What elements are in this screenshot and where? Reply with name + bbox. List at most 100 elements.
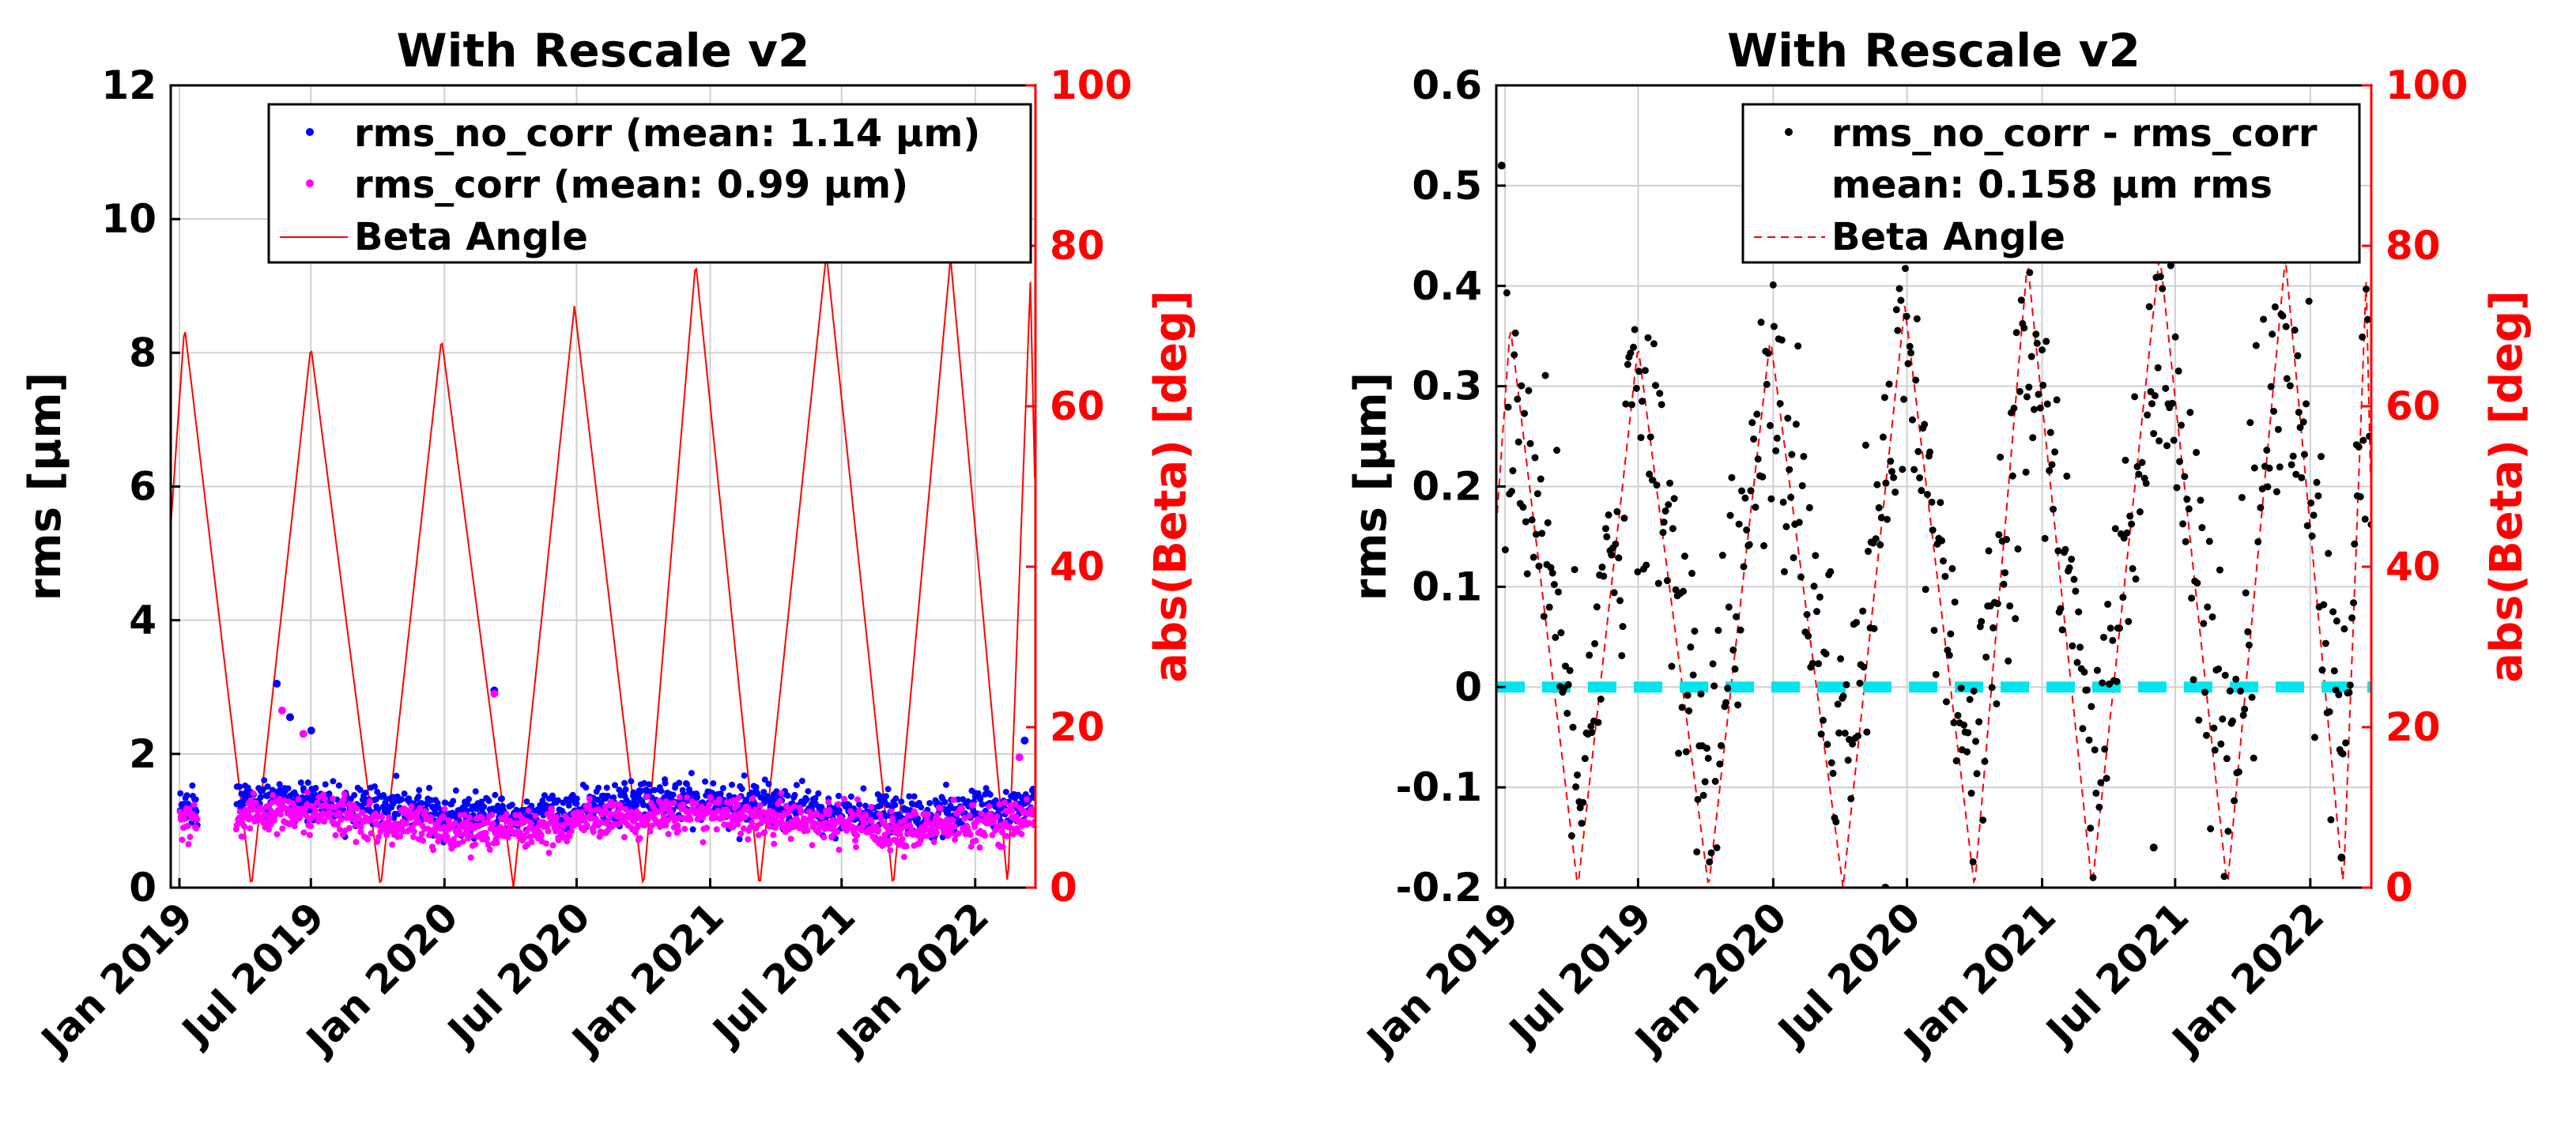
dot-rms-diff [1714, 627, 1722, 635]
dot-rms-diff [1538, 530, 1546, 537]
dot-rms-diff [2174, 367, 2182, 375]
dot-rms-no-corr [236, 783, 243, 790]
dot-rms-corr [809, 842, 816, 849]
dot-rms-no-corr [628, 778, 635, 785]
dot-rms-diff [1547, 564, 1555, 571]
dot-rms-diff [1873, 481, 1881, 488]
dot-rms-diff [1988, 684, 1996, 692]
dot-rms-corr [886, 837, 893, 844]
dot-rms-diff [2000, 580, 2008, 588]
dot-rms-diff [1691, 627, 1699, 635]
dot-rms-diff [1656, 390, 1664, 398]
dot-rms-diff [2221, 671, 2229, 679]
dot-rms-corr [856, 807, 863, 814]
dot-rms-corr [186, 805, 193, 813]
dot-rms-no-corr [362, 789, 369, 796]
dot-rms-no-corr [183, 792, 190, 799]
dot-rms-diff [2133, 462, 2141, 470]
dot-rms-diff [1724, 685, 1732, 692]
dot-rms-diff [1525, 387, 1533, 394]
dot-rms-diff [1678, 703, 1686, 711]
dot-rms-diff [1972, 737, 1980, 745]
legend-marker-corr [306, 179, 314, 187]
dot-rms-diff [2207, 825, 2215, 833]
dot-rms-no-corr [472, 788, 479, 795]
dot-rms-no-corr [983, 785, 990, 792]
y-right-tick-label: 80 [1050, 223, 1105, 269]
dot-rms-diff [1680, 553, 1688, 560]
dot-rms-diff [2162, 384, 2170, 392]
dot-rms-diff [2325, 708, 2333, 716]
dot-rms-no-corr [485, 798, 492, 805]
dot-rms-diff [2168, 399, 2176, 407]
dot-rms-no-corr [791, 791, 798, 798]
dot-rms-corr [193, 824, 200, 832]
dot-rms-corr [1023, 796, 1030, 803]
dot-rms-diff [2091, 746, 2099, 754]
dot-rms-corr [250, 790, 257, 797]
dot-rms-diff [2100, 633, 2108, 641]
dot-rms-diff [2366, 432, 2371, 440]
dot-rms-diff [1788, 451, 1796, 458]
dot-rms-diff [2076, 643, 2084, 651]
dot-rms-diff [1860, 663, 1868, 671]
dot-rms-diff [2182, 537, 2189, 545]
dot-rms-diff [1837, 655, 1845, 663]
dot-rms-corr [271, 817, 278, 824]
dot-rms-corr [707, 794, 714, 801]
dot-rms-no-corr [892, 801, 899, 809]
dot-rms-diff [2188, 594, 2196, 602]
dot-rms-diff [1817, 730, 1825, 738]
dot-rms-diff [1970, 687, 1978, 695]
dot-rms-diff [2046, 428, 2054, 436]
dot-rms-diff [2292, 470, 2300, 478]
dot-rms-diff [2069, 642, 2076, 650]
dot-rms-diff [1938, 537, 1946, 545]
dot-rms-diff [1979, 817, 1987, 824]
dot-rms-corr [324, 803, 331, 810]
dot-rms-corr [375, 834, 383, 841]
dot-rms-diff [2339, 750, 2347, 758]
dot-rms-corr [972, 837, 979, 844]
dot-rms-corr [486, 847, 493, 854]
dot-rms-no-corr [312, 785, 319, 792]
dot-rms-corr [745, 835, 752, 843]
dot-rms-corr [778, 819, 785, 826]
dot-rms-diff [1731, 665, 1739, 673]
y-tick-label: 2 [129, 731, 157, 777]
dot-rms-diff [1834, 700, 1842, 708]
dot-rms-diff [2179, 520, 2187, 528]
dot-rms-diff [1759, 473, 1767, 481]
dot-rms-corr [484, 835, 491, 842]
dot-rms-diff [1839, 692, 1847, 700]
dot-rms-no-corr [192, 796, 199, 803]
dot-rms-corr [730, 824, 737, 831]
dot-rms-corr [420, 837, 427, 844]
dot-rms-corr [368, 830, 375, 837]
dot-rms-diff [1713, 844, 1721, 852]
dot-rms-diff [2363, 285, 2370, 293]
dot-rms-corr [588, 807, 595, 814]
dot-rms-corr [179, 836, 186, 843]
dot-rms-corr [240, 833, 247, 840]
dot-rms-diff [2204, 603, 2212, 611]
dot-rms-diff [1579, 798, 1587, 806]
dot-rms-diff [2321, 639, 2329, 647]
dot-rms-diff [1844, 756, 1852, 764]
dot-rms-diff [1654, 579, 1662, 587]
dot-rms-diff [2235, 768, 2242, 776]
y-right-tick-label: 100 [2386, 62, 2468, 108]
dot-rms-diff [1718, 552, 1726, 560]
dot-rms-diff [1725, 603, 1733, 611]
dot-rms-corr [607, 810, 614, 817]
dot-rms-diff [1784, 414, 1792, 422]
dot-rms-no-corr [351, 792, 358, 799]
dot-rms-no-corr [595, 784, 602, 791]
dot-rms-diff [1997, 453, 2005, 461]
dot-rms-no-corr [847, 793, 854, 800]
dot-rms-corr [583, 822, 590, 829]
legend: rms_no_corr (mean: 1.14 μm) rms_corr (mea… [267, 103, 1032, 264]
dot-rms-diff [1587, 722, 1595, 730]
dot-rms-corr [605, 816, 613, 823]
dot-rms-corr [967, 832, 974, 839]
